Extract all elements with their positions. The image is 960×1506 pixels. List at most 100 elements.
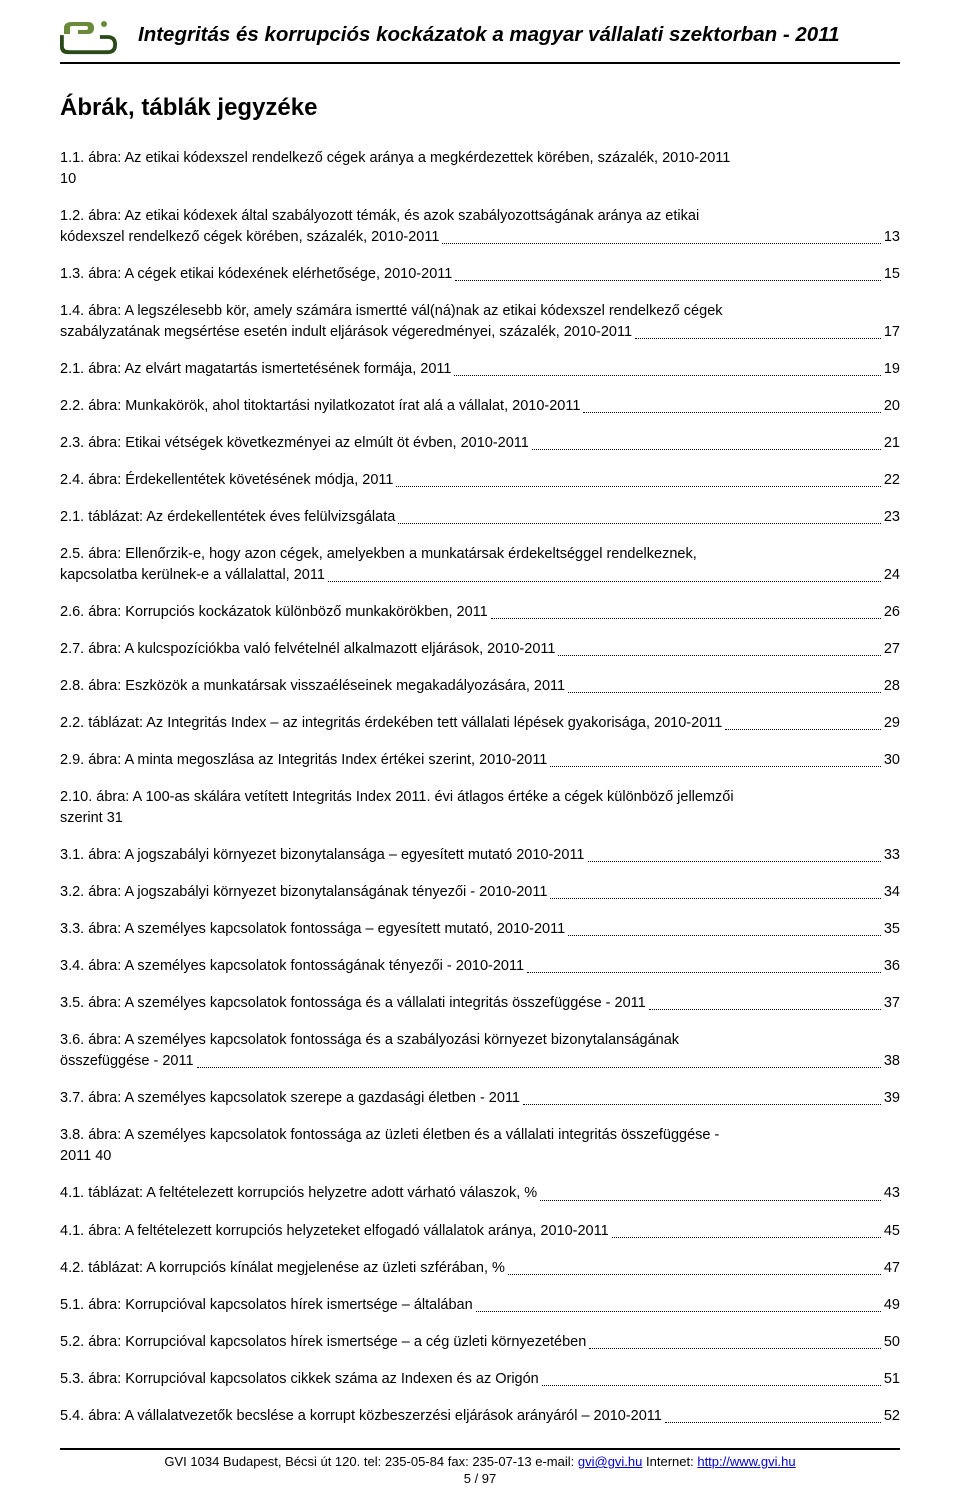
toc-entry-text: 1.3. ábra: A cégek etikai kódexének elér… [60, 264, 452, 285]
toc-entry[interactable]: 2.7. ábra: A kulcspozíciókba való felvét… [60, 639, 900, 660]
footer-tel-label: tel: [364, 1454, 381, 1469]
toc-entry-text: 2.7. ábra: A kulcspozíciókba való felvét… [60, 639, 555, 660]
toc-leader [197, 1067, 881, 1068]
toc-entry[interactable]: 5.4. ábra: A vállalatvezetők becslése a … [60, 1406, 900, 1427]
toc-entry[interactable]: 2.3. ábra: Etikai vétségek következménye… [60, 433, 900, 454]
page-footer: GVI 1034 Budapest, Bécsi út 120. tel: 23… [60, 1448, 900, 1486]
toc-entry[interactable]: 2.2. táblázat: Az Integritás Index – az … [60, 713, 900, 734]
toc-entry-page: 19 [884, 359, 900, 380]
toc-entry-text-cont: szabályzatának megsértése esetén indult … [60, 322, 632, 343]
toc-entry[interactable]: 4.1. ábra: A feltételezett korrupciós he… [60, 1221, 900, 1242]
footer-page-number: 5 / 97 [60, 1471, 900, 1486]
gvi-logo-icon [60, 20, 120, 56]
toc-entry[interactable]: 1.3. ábra: A cégek etikai kódexének elér… [60, 264, 900, 285]
toc-entry[interactable]: 3.1. ábra: A jogszabályi környezet bizon… [60, 845, 900, 866]
toc-entry-text: 4.2. táblázat: A korrupciós kínálat megj… [60, 1258, 505, 1279]
toc-entry-text: 3.4. ábra: A személyes kapcsolatok fonto… [60, 956, 524, 977]
toc-entry-text-cont: kapcsolatba kerülnek-e a vállalattal, 20… [60, 565, 325, 586]
toc-entry-page: 15 [884, 264, 900, 285]
toc-entry[interactable]: 5.2. ábra: Korrupcióval kapcsolatos híre… [60, 1332, 900, 1353]
toc-entry[interactable]: 2.4. ábra: Érdekellentétek követésének m… [60, 470, 900, 491]
toc-leader [540, 1200, 881, 1201]
toc-entry[interactable]: 3.2. ábra: A jogszabályi környezet bizon… [60, 882, 900, 903]
toc-entry-page: 23 [884, 507, 900, 528]
toc-entry-page: 29 [884, 713, 900, 734]
toc-entry-text: 2.9. ábra: A minta megoszlása az Integri… [60, 750, 547, 771]
toc-leader [550, 898, 880, 899]
toc-entry[interactable]: 2.1. ábra: Az elvárt magatartás ismertet… [60, 359, 900, 380]
toc-entry-text: 3.3. ábra: A személyes kapcsolatok fonto… [60, 919, 565, 940]
toc-entry-page: 17 [884, 322, 900, 343]
header-title: Integritás és korrupciós kockázatok a ma… [138, 20, 839, 49]
toc-entry[interactable]: 1.4. ábra: A legszélesebb kör, amely szá… [60, 301, 900, 343]
table-of-contents: 1.1. ábra: Az etikai kódexszel rendelkez… [60, 148, 900, 1427]
toc-entry-text: 2.2. ábra: Munkakörök, ahol titoktartási… [60, 396, 580, 417]
toc-entry[interactable]: 2.10. ábra: A 100-as skálára vetített In… [60, 787, 900, 829]
toc-entry[interactable]: 4.1. táblázat: A feltételezett korrupció… [60, 1183, 900, 1204]
toc-entry[interactable]: 4.2. táblázat: A korrupciós kínálat megj… [60, 1258, 900, 1279]
toc-leader [588, 861, 881, 862]
toc-entry-page: 22 [884, 470, 900, 491]
toc-entry-text-cont: 2011 40 [60, 1146, 900, 1167]
footer-fax-label: fax: [448, 1454, 469, 1469]
toc-leader [454, 375, 880, 376]
toc-entry[interactable]: 5.3. ábra: Korrupcióval kapcsolatos cikk… [60, 1369, 900, 1390]
toc-entry-page: 34 [884, 882, 900, 903]
toc-entry[interactable]: 3.8. ábra: A személyes kapcsolatok fonto… [60, 1125, 900, 1167]
toc-leader [550, 766, 880, 767]
toc-entry-page: 49 [884, 1295, 900, 1316]
footer-line: GVI 1034 Budapest, Bécsi út 120. tel: 23… [60, 1454, 900, 1469]
toc-entry-page: 38 [884, 1051, 900, 1072]
toc-entry-text: 2.10. ábra: A 100-as skálára vetített In… [60, 787, 900, 808]
toc-entry-page: 20 [884, 396, 900, 417]
toc-entry-page: 35 [884, 919, 900, 940]
toc-entry-page: 26 [884, 602, 900, 623]
toc-entry[interactable]: 2.9. ábra: A minta megoszlása az Integri… [60, 750, 900, 771]
toc-entry-text: 3.1. ábra: A jogszabályi környezet bizon… [60, 845, 585, 866]
toc-entry-page: 51 [884, 1369, 900, 1390]
toc-entry-text: 5.3. ábra: Korrupcióval kapcsolatos cikk… [60, 1369, 539, 1390]
toc-entry-page: 28 [884, 676, 900, 697]
toc-entry[interactable]: 2.6. ábra: Korrupciós kockázatok különbö… [60, 602, 900, 623]
toc-entry-page: 39 [884, 1088, 900, 1109]
toc-entry-page: 50 [884, 1332, 900, 1353]
toc-entry-text: 2.4. ábra: Érdekellentétek követésének m… [60, 470, 393, 491]
toc-entry-text: 4.1. ábra: A feltételezett korrupciós he… [60, 1221, 609, 1242]
toc-leader [508, 1274, 881, 1275]
toc-entry-text: 1.4. ábra: A legszélesebb kör, amely szá… [60, 301, 900, 322]
toc-leader [328, 581, 881, 582]
toc-entry-text: 2.2. táblázat: Az Integritás Index – az … [60, 713, 722, 734]
toc-entry-page: 47 [884, 1258, 900, 1279]
toc-entry-page: 13 [884, 227, 900, 248]
footer-internet-link[interactable]: http://www.gvi.hu [697, 1454, 795, 1469]
toc-leader [542, 1385, 881, 1386]
toc-entry[interactable]: 5.1. ábra: Korrupcióval kapcsolatos híre… [60, 1295, 900, 1316]
toc-entry[interactable]: 3.6. ábra: A személyes kapcsolatok fonto… [60, 1030, 900, 1072]
toc-entry[interactable]: 1.2. ábra: Az etikai kódexek által szabá… [60, 206, 900, 248]
toc-entry[interactable]: 2.5. ábra: Ellenőrzik-e, hogy azon cégek… [60, 544, 900, 586]
toc-leader [523, 1104, 881, 1105]
footer-address: GVI 1034 Budapest, Bécsi út 120. [164, 1454, 360, 1469]
toc-entry-page: 37 [884, 993, 900, 1014]
toc-entry[interactable]: 2.8. ábra: Eszközök a munkatársak vissza… [60, 676, 900, 697]
toc-entry-text: 3.7. ábra: A személyes kapcsolatok szere… [60, 1088, 520, 1109]
toc-leader [568, 935, 881, 936]
toc-entry[interactable]: 3.4. ábra: A személyes kapcsolatok fonto… [60, 956, 900, 977]
toc-entry-text: 2.6. ábra: Korrupciós kockázatok különbö… [60, 602, 488, 623]
toc-entry[interactable]: 3.7. ábra: A személyes kapcsolatok szere… [60, 1088, 900, 1109]
toc-entry[interactable]: 3.3. ábra: A személyes kapcsolatok fonto… [60, 919, 900, 940]
toc-leader [635, 338, 881, 339]
toc-entry-text-cont: szerint 31 [60, 808, 900, 829]
toc-entry-text: 5.2. ábra: Korrupcióval kapcsolatos híre… [60, 1332, 586, 1353]
toc-entry-text: 2.3. ábra: Etikai vétségek következménye… [60, 433, 529, 454]
toc-entry[interactable]: 3.5. ábra: A személyes kapcsolatok fonto… [60, 993, 900, 1014]
toc-entry-text: 2.1. táblázat: Az érdekellentétek éves f… [60, 507, 395, 528]
footer-email-link[interactable]: gvi@gvi.hu [578, 1454, 643, 1469]
toc-entry-page: 36 [884, 956, 900, 977]
toc-entry[interactable]: 2.2. ábra: Munkakörök, ahol titoktartási… [60, 396, 900, 417]
footer-email-label: e-mail: [535, 1454, 574, 1469]
toc-leader [398, 523, 881, 524]
toc-entry[interactable]: 1.1. ábra: Az etikai kódexszel rendelkez… [60, 148, 900, 190]
toc-leader [491, 618, 881, 619]
toc-entry[interactable]: 2.1. táblázat: Az érdekellentétek éves f… [60, 507, 900, 528]
